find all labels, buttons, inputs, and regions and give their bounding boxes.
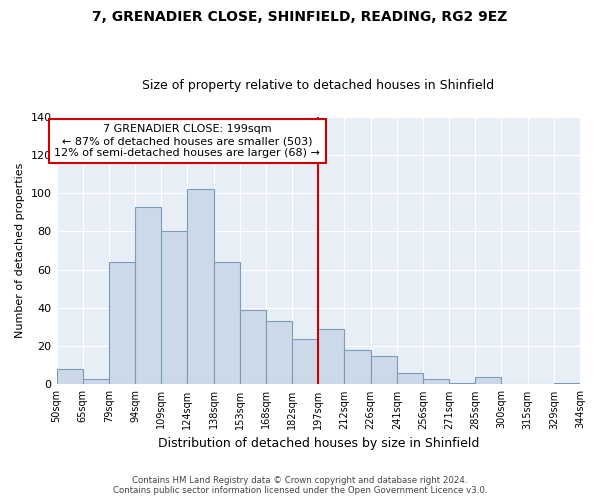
Text: 7 GRENADIER CLOSE: 199sqm
← 87% of detached houses are smaller (503)
12% of semi: 7 GRENADIER CLOSE: 199sqm ← 87% of detac… xyxy=(55,124,320,158)
Bar xyxy=(161,232,187,384)
Text: 7, GRENADIER CLOSE, SHINFIELD, READING, RG2 9EZ: 7, GRENADIER CLOSE, SHINFIELD, READING, … xyxy=(92,10,508,24)
Bar xyxy=(135,206,161,384)
Bar xyxy=(371,356,397,384)
Bar xyxy=(449,382,475,384)
Bar xyxy=(397,373,423,384)
Text: Contains HM Land Registry data © Crown copyright and database right 2024.
Contai: Contains HM Land Registry data © Crown c… xyxy=(113,476,487,495)
Bar xyxy=(56,369,83,384)
Bar xyxy=(318,329,344,384)
Bar xyxy=(109,262,135,384)
Bar xyxy=(292,338,318,384)
Bar xyxy=(344,350,371,384)
Y-axis label: Number of detached properties: Number of detached properties xyxy=(15,163,25,338)
Bar xyxy=(187,190,214,384)
Bar xyxy=(240,310,266,384)
Bar xyxy=(214,262,240,384)
Bar xyxy=(475,377,502,384)
X-axis label: Distribution of detached houses by size in Shinfield: Distribution of detached houses by size … xyxy=(158,437,479,450)
Bar xyxy=(83,378,109,384)
Bar xyxy=(554,382,580,384)
Bar xyxy=(423,378,449,384)
Bar xyxy=(266,322,292,384)
Title: Size of property relative to detached houses in Shinfield: Size of property relative to detached ho… xyxy=(142,79,494,92)
